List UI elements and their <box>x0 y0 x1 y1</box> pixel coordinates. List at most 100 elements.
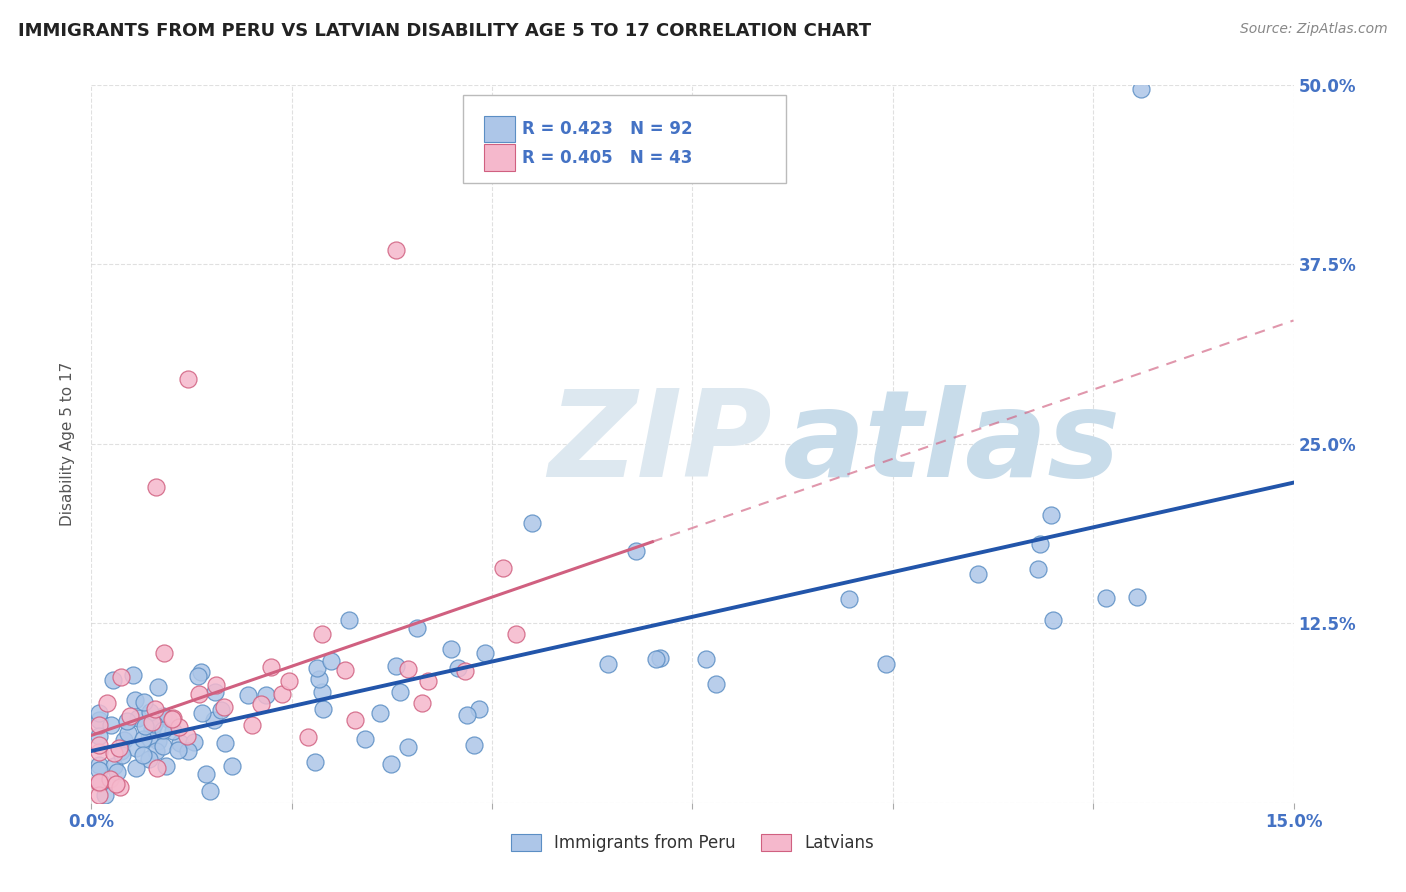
Point <box>191 706 214 720</box>
Point <box>132 748 155 763</box>
Point <box>139 706 162 720</box>
Text: R = 0.423   N = 92: R = 0.423 N = 92 <box>522 120 693 138</box>
Point <box>453 664 475 678</box>
Point <box>380 757 402 772</box>
Point <box>103 758 125 772</box>
Point <box>152 723 174 737</box>
Point <box>105 777 128 791</box>
Point <box>311 685 333 699</box>
Point <box>138 731 160 745</box>
Point <box>90 775 112 789</box>
Point <box>304 756 326 770</box>
Point <box>89 774 111 789</box>
Point <box>145 744 167 758</box>
Point <box>522 516 544 530</box>
Point <box>176 372 198 386</box>
Point <box>105 765 128 780</box>
Point <box>311 702 333 716</box>
Point <box>155 759 177 773</box>
Point <box>89 738 111 752</box>
Point <box>127 711 149 725</box>
Point <box>89 758 111 772</box>
Point <box>100 772 122 786</box>
Point <box>385 243 408 257</box>
Point <box>96 696 118 710</box>
Point <box>156 712 179 726</box>
Point <box>645 652 668 666</box>
Point <box>311 627 333 641</box>
Point <box>100 717 122 731</box>
Point <box>120 709 142 723</box>
Point <box>389 685 412 699</box>
Point <box>212 700 235 714</box>
Point <box>333 663 356 677</box>
Point <box>141 723 163 737</box>
Point <box>162 723 184 738</box>
Point <box>463 738 485 752</box>
Point <box>468 702 491 716</box>
Point <box>875 657 897 671</box>
Point <box>117 725 139 739</box>
Point <box>648 651 671 665</box>
Y-axis label: Disability Age 5 to 17: Disability Age 5 to 17 <box>60 361 76 526</box>
Point <box>138 752 160 766</box>
Point <box>134 695 156 709</box>
Text: atlas: atlas <box>783 385 1121 502</box>
Text: IMMIGRANTS FROM PERU VS LATVIAN DISABILITY AGE 5 TO 17 CORRELATION CHART: IMMIGRANTS FROM PERU VS LATVIAN DISABILI… <box>18 22 872 40</box>
Point <box>187 669 209 683</box>
Point <box>704 677 727 691</box>
Point <box>89 745 111 759</box>
Point <box>143 701 166 715</box>
Point <box>254 688 277 702</box>
Point <box>967 566 990 581</box>
Point <box>297 730 319 744</box>
Point <box>236 688 259 702</box>
Point <box>1094 591 1116 605</box>
Point <box>103 746 125 760</box>
Point <box>112 733 135 747</box>
Point <box>94 788 117 802</box>
Point <box>337 614 360 628</box>
Point <box>209 703 232 717</box>
Point <box>187 687 209 701</box>
Legend: Immigrants from Peru, Latvians: Immigrants from Peru, Latvians <box>505 828 880 859</box>
Point <box>1026 562 1049 576</box>
Point <box>353 732 375 747</box>
Point <box>385 659 408 673</box>
Point <box>89 717 111 731</box>
Point <box>162 711 184 725</box>
Point <box>110 670 132 684</box>
Point <box>277 673 299 688</box>
Point <box>166 742 188 756</box>
Point <box>1029 537 1052 551</box>
Point <box>146 760 169 774</box>
Point <box>474 646 496 660</box>
Point <box>1130 82 1153 96</box>
Point <box>396 662 419 676</box>
Point <box>89 713 111 727</box>
Point <box>89 706 111 720</box>
Point <box>456 707 478 722</box>
Point <box>249 698 271 712</box>
Point <box>1039 508 1062 523</box>
Point <box>240 717 263 731</box>
Point <box>108 780 131 795</box>
Point <box>221 758 243 772</box>
Point <box>177 744 200 758</box>
Point <box>308 672 330 686</box>
Point <box>148 734 170 748</box>
Point <box>103 673 125 687</box>
Point <box>169 720 191 734</box>
Point <box>396 740 419 755</box>
Point <box>214 736 236 750</box>
Point <box>89 788 111 802</box>
Point <box>115 714 138 729</box>
Point <box>111 748 134 763</box>
Point <box>125 761 148 775</box>
Point <box>321 654 343 668</box>
Point <box>124 693 146 707</box>
Text: Source: ZipAtlas.com: Source: ZipAtlas.com <box>1240 22 1388 37</box>
Point <box>1042 613 1064 627</box>
Point <box>176 729 198 743</box>
Point <box>89 730 111 744</box>
